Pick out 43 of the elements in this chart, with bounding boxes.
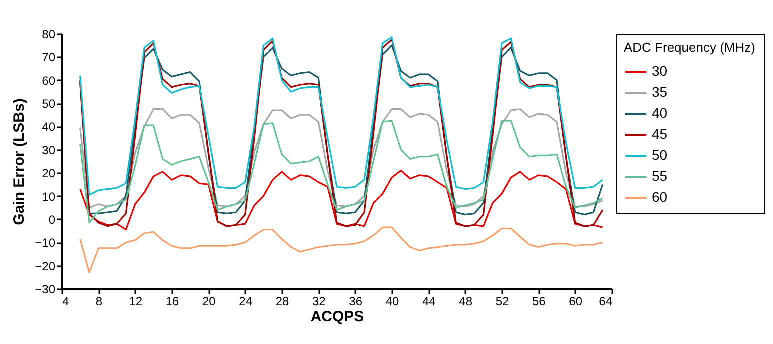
x-tick-label: 16	[166, 294, 180, 308]
x-tick-label: 48	[459, 294, 473, 308]
y-tick-label: −10	[35, 236, 56, 250]
legend-label: 60	[652, 189, 668, 205]
x-tick-label: 24	[239, 294, 253, 308]
x-tick-label: 32	[312, 294, 326, 308]
x-tick-label: 40	[386, 294, 400, 308]
x-axis-title: ACQPS	[310, 308, 364, 326]
y-tick-label: 70	[42, 50, 56, 65]
y-axis-title: Gain Error (LSBs)	[11, 98, 28, 226]
y-tick-label: 40	[42, 120, 56, 134]
x-tick-label: 28	[276, 294, 290, 308]
legend-title: ADC Frequency (MHz)	[624, 40, 756, 55]
y-tick-label: −30	[35, 282, 56, 296]
line-series	[80, 120, 604, 224]
x-tick-label: 4	[62, 294, 70, 308]
x-tick-label: 20	[202, 294, 216, 308]
legend-label: 35	[652, 84, 668, 100]
line-series	[80, 108, 604, 209]
legend-label: 30	[652, 63, 668, 79]
y-tick-label: 20	[42, 166, 56, 181]
x-tick-label: 12	[129, 294, 143, 308]
x-tick-label: 36	[349, 294, 363, 308]
x-tick-label: 52	[496, 294, 510, 308]
x-tick-label: 64	[599, 294, 613, 308]
y-tick-label: −20	[35, 259, 56, 274]
x-tick-label: 8	[96, 294, 103, 308]
legend-label: 55	[652, 168, 668, 184]
line-series	[80, 36, 604, 196]
y-tick-label: 10	[42, 190, 56, 204]
y-tick-label: 50	[42, 97, 56, 112]
y-tick-label: 80	[42, 28, 56, 42]
x-tick-label: 56	[532, 294, 546, 308]
y-tick-label: 0	[48, 212, 56, 227]
y-tick-label: 30	[42, 143, 56, 158]
x-tick-label: 44	[422, 294, 436, 308]
line-series	[80, 226, 604, 274]
x-tick-label: 60	[569, 294, 583, 308]
legend-label: 50	[652, 147, 668, 163]
line-series	[80, 170, 604, 231]
legend-label: 45	[652, 126, 668, 142]
y-tick-label: 60	[42, 74, 56, 88]
legend-label: 40	[652, 105, 668, 121]
